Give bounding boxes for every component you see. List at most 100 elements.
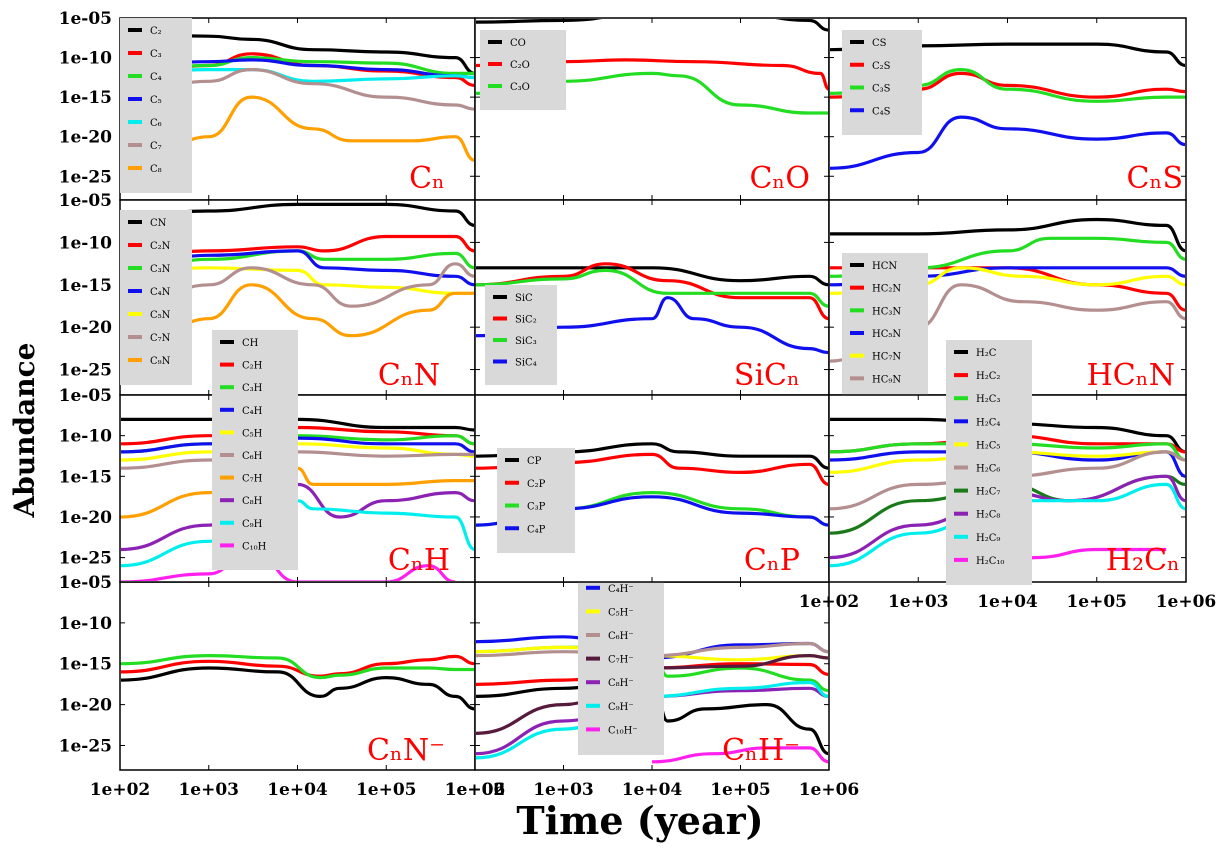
legend-entry: HCN bbox=[872, 261, 897, 272]
x-tick-label: 1e+05 bbox=[356, 780, 417, 800]
legend: CH C₂H C₃H C₄H C₅H C₆H C₇H C₈H C₉H C₁₀H bbox=[212, 330, 298, 570]
legend-entry: H₂C₂ bbox=[976, 371, 1000, 382]
legend-entry: C₇H bbox=[242, 474, 263, 485]
series-line-7 bbox=[121, 95, 474, 186]
y-tick-label: 1e-05 bbox=[59, 573, 112, 593]
legend-entry: C₄H bbox=[242, 406, 263, 417]
legend-entry: C₆ bbox=[150, 118, 162, 129]
x-tick-label: 1e+04 bbox=[267, 780, 328, 800]
legend-entry: H₂C₉ bbox=[976, 533, 1000, 544]
legend-entry: C₉H⁻ bbox=[608, 702, 634, 713]
legend-entry: C₅H bbox=[242, 428, 263, 439]
legend-entry: SiC₄ bbox=[515, 358, 537, 369]
legend-entry: C₂ bbox=[150, 26, 162, 37]
y-tick-label: 1e-25 bbox=[59, 167, 112, 187]
legend-entry: C₁₀H⁻ bbox=[608, 725, 638, 736]
legend-entry: C₈ bbox=[150, 164, 162, 175]
legend: HCN HC₂N HC₃N HC₅N HC₇N HC₉N bbox=[842, 253, 928, 403]
y-tick-label: 1e-20 bbox=[59, 508, 113, 528]
y-axis-title-text: Abundance bbox=[8, 343, 41, 519]
y-tick-label: 1e-15 bbox=[59, 276, 112, 296]
x-tick-label: 1e+04 bbox=[622, 780, 683, 800]
y-tick-label: 1e-10 bbox=[59, 233, 113, 253]
legend: C₂ C₃ C₄ C₅ C₆ C₇ C₈ bbox=[120, 18, 192, 193]
legend-entry: CN bbox=[150, 218, 167, 229]
legend-entry: H₂C₁₀ bbox=[976, 556, 1004, 567]
legend-entry: HC₉N bbox=[872, 374, 901, 385]
panel-4: CO C₂O C₃O CₙO bbox=[474, 17, 830, 201]
x-tick-label: 1e+05 bbox=[1066, 592, 1127, 612]
legend-box bbox=[842, 30, 922, 135]
legend-entry: SiC bbox=[515, 293, 533, 304]
legend-entry: C₄N bbox=[150, 287, 171, 298]
series-line-1 bbox=[830, 217, 1185, 253]
series-line-6 bbox=[121, 262, 474, 321]
x-axis-title: Time (year) bbox=[480, 796, 800, 846]
series-line-3 bbox=[476, 268, 828, 308]
panel-label: CₙO bbox=[749, 161, 810, 196]
y-tick-label: 1e-05 bbox=[59, 386, 112, 406]
y-tick-label: 1e-20 bbox=[59, 696, 113, 716]
y-tick-label: 1e-25 bbox=[59, 361, 112, 381]
y-tick-label: 1e-10 bbox=[59, 427, 113, 447]
panel-label: CₙP bbox=[744, 543, 800, 578]
legend-entry: H₂C₈ bbox=[976, 510, 1000, 521]
series-line-1 bbox=[121, 666, 474, 711]
panel-label: H₂Cₙ bbox=[1106, 543, 1180, 578]
series-line-2 bbox=[121, 234, 474, 261]
legend-entry: HC₇N bbox=[872, 352, 901, 363]
legend-entry: C₉N bbox=[150, 356, 171, 367]
panel-7: SiC SiC₂ SiC₃ SiC₄ SiCₙ bbox=[474, 199, 830, 396]
legend: CN C₂N C₃N C₄N C₅N C₇N C₉N bbox=[120, 210, 192, 385]
y-tick-label: 1e-25 bbox=[59, 736, 112, 756]
legend-entry: SiC₂ bbox=[515, 315, 537, 326]
series-line-7 bbox=[121, 283, 474, 372]
panel-9: CH C₂H C₃H C₄H C₅H C₆H C₇H C₈H C₉H C₁₀H CₙH bbox=[119, 330, 476, 583]
legend-box bbox=[485, 285, 557, 385]
legend-entry: C₅ bbox=[150, 95, 162, 106]
panel-label: HCₙN bbox=[1087, 358, 1175, 393]
y-tick-label: 1e-05 bbox=[59, 9, 112, 29]
legend-entry: CH bbox=[242, 338, 259, 349]
series-line-1 bbox=[476, 266, 828, 287]
panel-label: Cₙ bbox=[409, 161, 445, 196]
legend-entry: CS bbox=[872, 38, 887, 49]
series-line-3 bbox=[830, 442, 1185, 462]
legend-entry: C₆H bbox=[242, 451, 263, 462]
legend-entry: HC₂N bbox=[872, 284, 901, 295]
legend-entry: C₃ bbox=[150, 49, 162, 60]
x-tick-label: 1e+04 bbox=[977, 592, 1038, 612]
series-line-3 bbox=[121, 249, 474, 278]
series-line-5 bbox=[121, 68, 474, 83]
panel-label: CₙN⁻ bbox=[367, 733, 445, 768]
x-tick-label: 1e+02 bbox=[90, 780, 151, 800]
y-tick-label: 1e-15 bbox=[59, 655, 112, 675]
legend-box bbox=[120, 18, 192, 193]
legend: H₂C H₂C₂ H₂C₃ H₂C₄ H₂C₅ H₂C₆ H₂C₇ H₂C₈ H₂C₉ H₂C₁₀ bbox=[946, 340, 1032, 585]
legend-entry: C₇ bbox=[150, 141, 162, 152]
x-tick-label: 1e+06 bbox=[1156, 592, 1217, 612]
legend-entry: C₄H⁻ bbox=[608, 584, 634, 595]
legend-entry: HC₃N bbox=[872, 306, 901, 317]
panel-10: CP C₂P C₃P C₄P CₙP bbox=[474, 394, 830, 583]
legend-entry: SiC₃ bbox=[515, 336, 537, 347]
series-line-6 bbox=[121, 450, 474, 470]
legend-entry: C₂N bbox=[150, 241, 171, 252]
legend: CS C₂S C₃S C₄S bbox=[842, 30, 922, 135]
legend-entry: C₃P bbox=[527, 502, 546, 513]
legend-entry: H₂C₆ bbox=[976, 464, 1000, 475]
legend-entry: H₂C₅ bbox=[976, 440, 1000, 451]
panel-3: C₂ C₃ C₄ C₅ C₆ C₇ C₈ Cₙ bbox=[119, 17, 476, 201]
y-tick-label: 1e-20 bbox=[59, 128, 113, 148]
series-line-1 bbox=[121, 417, 474, 432]
legend-entry: H₂C₄ bbox=[976, 417, 1000, 428]
legend-entry: C₂P bbox=[527, 479, 546, 490]
legend-entry: C₉H bbox=[242, 519, 263, 530]
x-tick-label: 1e+03 bbox=[888, 592, 949, 612]
x-tick-label: 1e+05 bbox=[710, 780, 771, 800]
x-tick-label: 1e+06 bbox=[799, 780, 860, 800]
y-tick-label: 1e-15 bbox=[59, 88, 112, 108]
legend-entry: CP bbox=[527, 456, 542, 467]
series-line-3 bbox=[121, 55, 474, 75]
